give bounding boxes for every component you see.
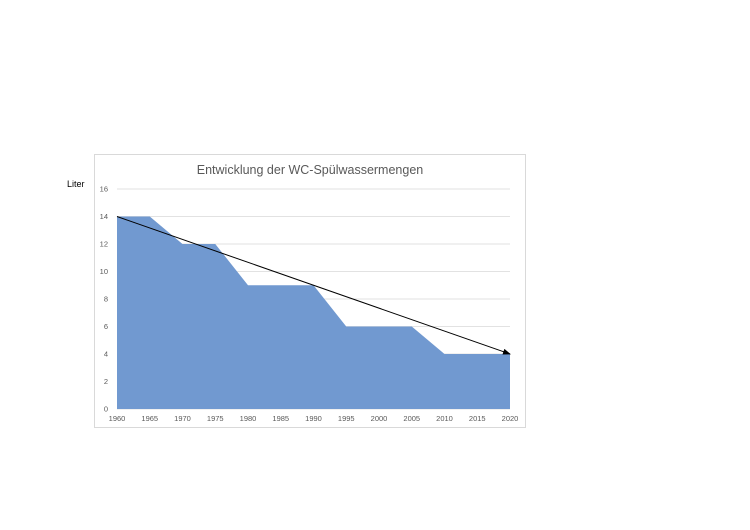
y-tick-label: 0 bbox=[104, 405, 108, 414]
chart-area: Entwicklung der WC-Spülwassermengen 0 2 4 6… bbox=[94, 154, 526, 428]
x-tick-label: 1975 bbox=[207, 414, 224, 423]
x-tick-label: 1985 bbox=[272, 414, 289, 423]
y-tick-label: 14 bbox=[100, 212, 108, 221]
x-tick-label: 2015 bbox=[469, 414, 486, 423]
y-axis-unit-label: Liter bbox=[67, 179, 85, 189]
x-tick-label: 2010 bbox=[436, 414, 453, 423]
y-tick-label: 10 bbox=[100, 267, 108, 276]
x-tick-label: 1960 bbox=[109, 414, 126, 423]
x-tick-label: 1995 bbox=[338, 414, 355, 423]
x-tick-label: 1970 bbox=[174, 414, 191, 423]
y-tick-label: 8 bbox=[104, 295, 108, 304]
x-tick-label: 1980 bbox=[240, 414, 257, 423]
x-tick-label: 1965 bbox=[141, 414, 158, 423]
y-axis-ticks: 0 2 4 6 8 10 12 14 16 bbox=[100, 185, 108, 414]
area-fill bbox=[117, 216, 510, 409]
x-axis-ticks: 1960 1965 1970 1975 1980 1985 1990 1995 2000 2005… bbox=[109, 414, 519, 423]
trend-arrow bbox=[116, 216, 511, 355]
y-tick-label: 2 bbox=[104, 377, 108, 386]
x-tick-label: 2020 bbox=[502, 414, 519, 423]
chart-title: Entwicklung der WC-Spülwassermengen bbox=[196, 163, 424, 177]
x-tick-label: 2000 bbox=[371, 414, 388, 423]
x-tick-label: 2005 bbox=[403, 414, 420, 423]
y-tick-label: 12 bbox=[100, 240, 108, 249]
area-series bbox=[117, 216, 510, 409]
x-tick-label: 1990 bbox=[305, 414, 322, 423]
y-tick-label: 16 bbox=[100, 185, 108, 194]
y-tick-label: 6 bbox=[104, 322, 108, 331]
y-tick-label: 4 bbox=[104, 350, 108, 359]
trend-arrow-layer bbox=[116, 216, 511, 355]
